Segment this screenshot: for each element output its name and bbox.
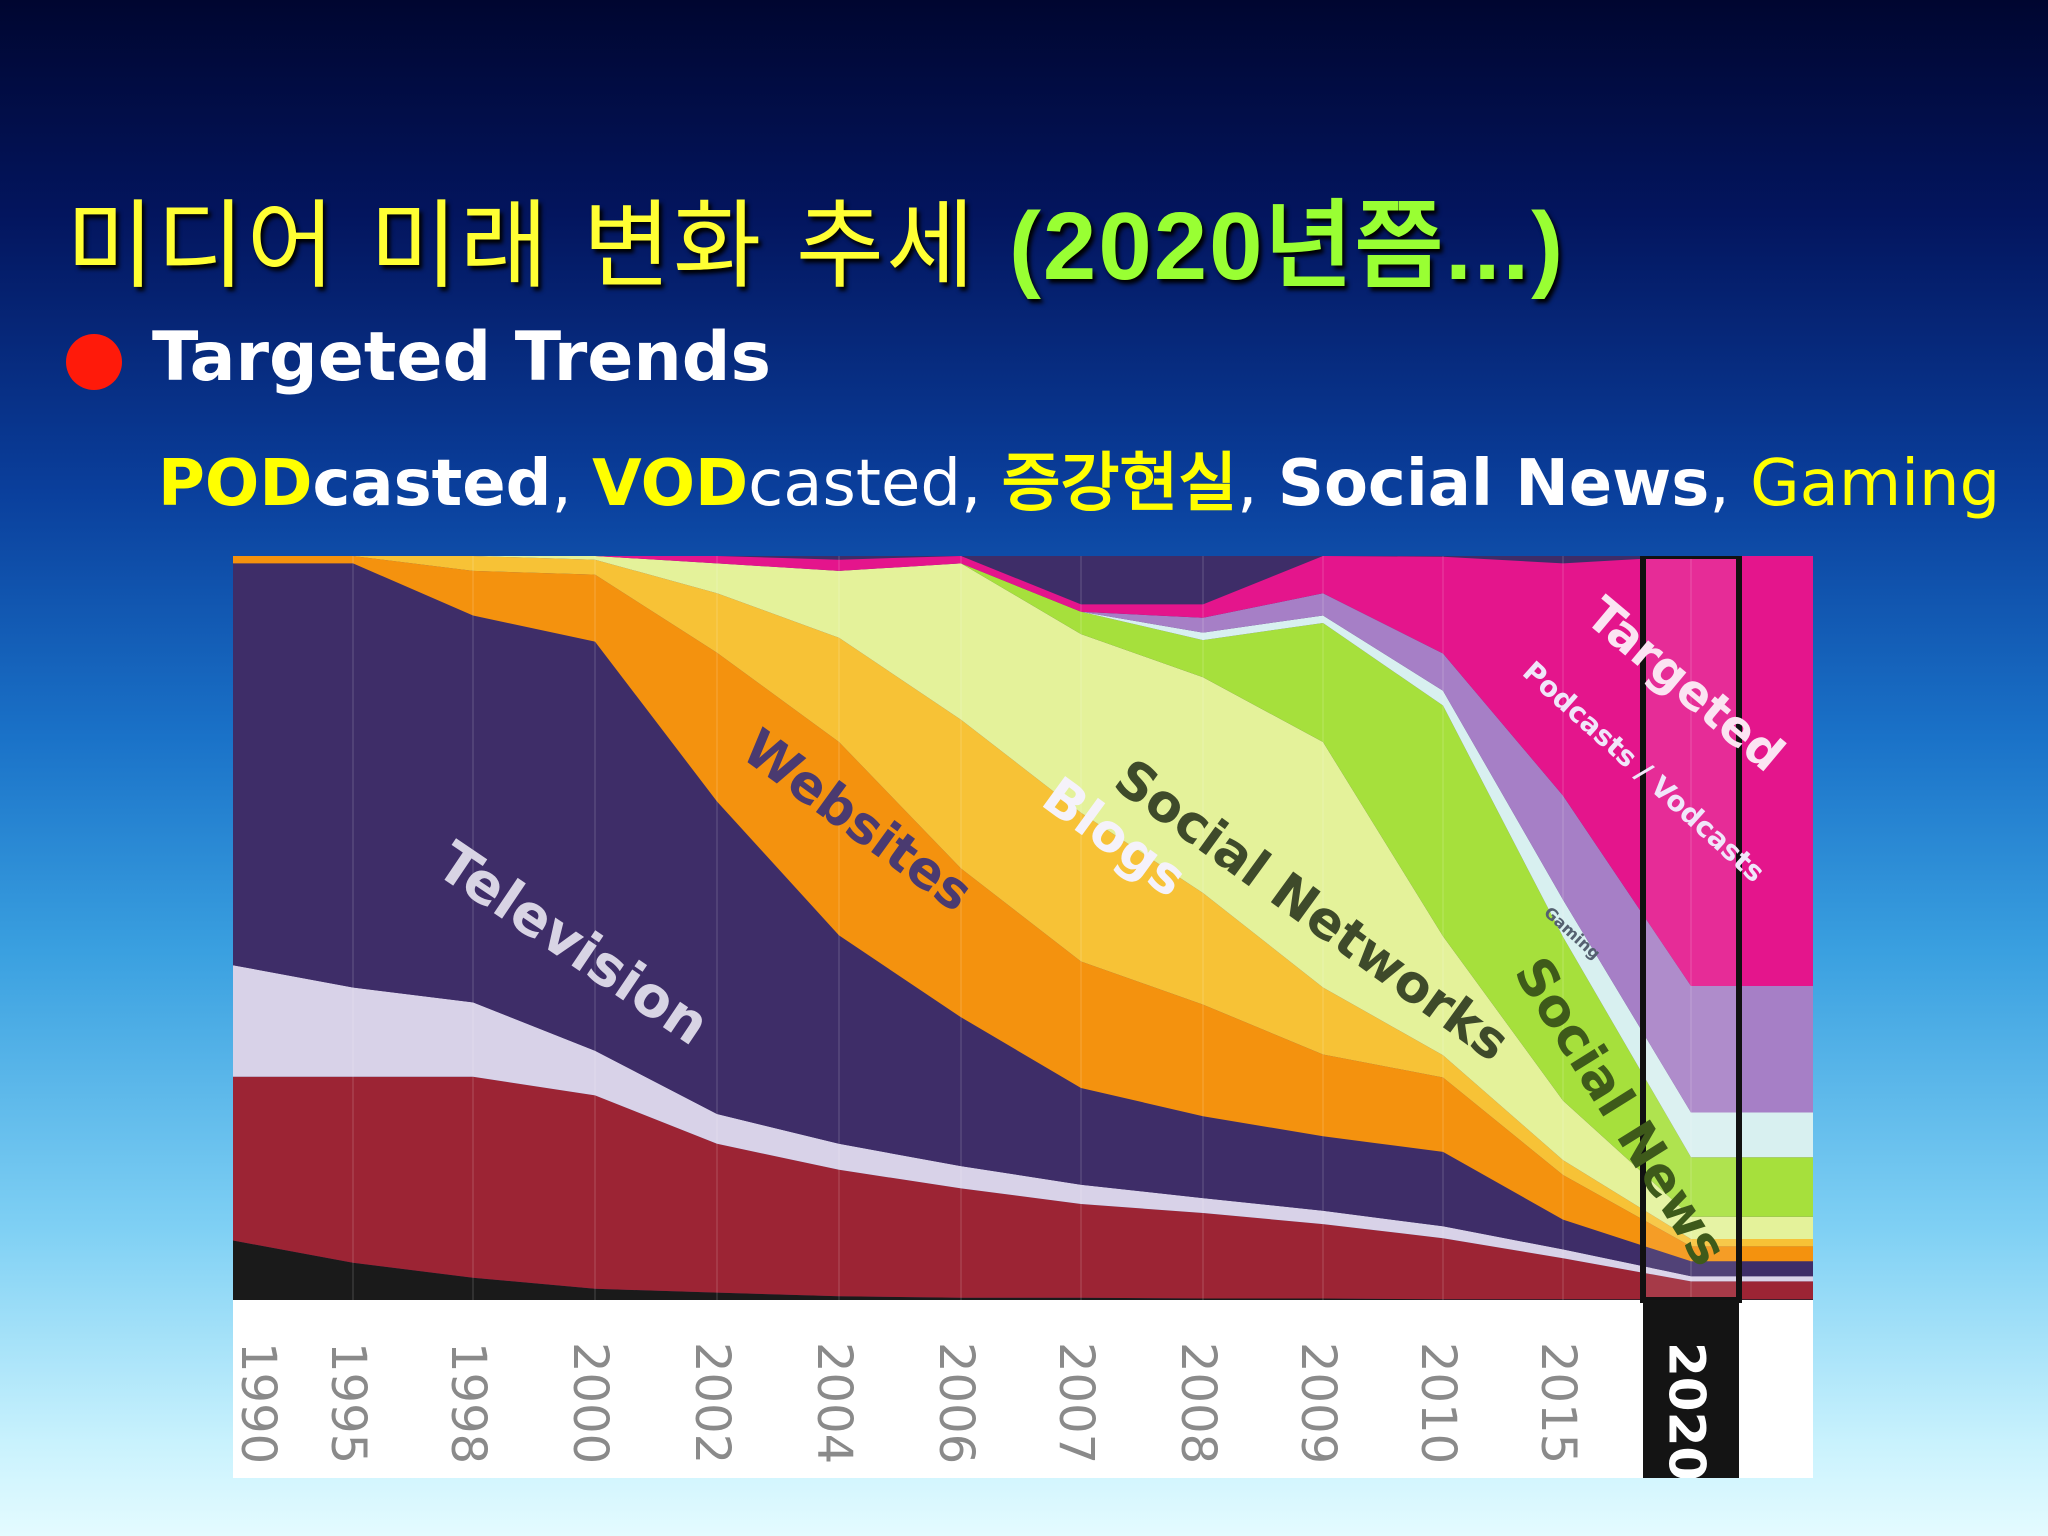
area-chart-svg: 1990 1995 1998 2000 2002 2004 2006 2007 2008 2009… <box>233 556 1813 1478</box>
x-tick-label: 2000 <box>562 1342 618 1464</box>
trend-pod-casted: casted <box>312 447 552 521</box>
trend-pod: POD <box>158 447 313 521</box>
media-trends-chart: 1990 1995 1998 2000 2002 2004 2006 2007 2008 2009… <box>233 556 1813 1478</box>
area-television <box>233 563 1813 1277</box>
trend-list: PODcasted, VODcasted, 증강현실, Social News,… <box>158 432 2000 524</box>
x-tick-label: 2008 <box>1170 1342 1226 1464</box>
x-tick-label: 2002 <box>684 1342 740 1464</box>
x-tick-label: 2015 <box>1530 1342 1586 1464</box>
x-tick-label: 2020 <box>1658 1342 1716 1478</box>
highlight-axis-block <box>1643 1300 1739 1478</box>
trend-gaming: Gaming <box>1750 447 2001 521</box>
area-targeted <box>233 556 1813 986</box>
highlight-column <box>1640 556 1742 1303</box>
area-social-networks <box>233 556 1813 1239</box>
slide-title-year: (2020년쯤...) <box>1008 193 1566 300</box>
area-band-0 <box>233 1240 1813 1300</box>
area-social-news <box>233 556 1813 1217</box>
slide-title-main: 미디어 미래 변화 추세 <box>66 190 1009 302</box>
bullet-dot-icon <box>66 334 122 390</box>
x-axis-band <box>233 1300 1813 1478</box>
trend-vod: VOD <box>592 447 749 521</box>
area-band-2 <box>233 965 1813 1282</box>
trend-sep: , <box>1237 447 1278 521</box>
trend-sep: , <box>551 447 593 521</box>
bullet-text: Targeted Trends <box>152 318 771 397</box>
trend-sep: , <box>1709 447 1751 521</box>
x-tick-label: 2009 <box>1290 1342 1346 1464</box>
trend-social-news: Social News <box>1277 447 1710 521</box>
slide-title: 미디어 미래 변화 추세 (2020년쯤...) <box>66 168 1565 307</box>
trend-ar: 증강현실 <box>1001 447 1238 521</box>
x-tick-label: 2006 <box>928 1342 984 1464</box>
x-tick-label: 2004 <box>806 1342 862 1464</box>
x-tick-label: 1990 <box>233 1342 286 1464</box>
x-tick-label: 2010 <box>1410 1342 1466 1464</box>
area-blogs <box>233 556 1813 1247</box>
x-tick-label: 1998 <box>440 1342 496 1464</box>
area-websites <box>233 556 1813 1262</box>
trend-vod-casted: casted <box>748 447 961 521</box>
area-band-1 <box>233 1076 1813 1300</box>
trend-sep: , <box>960 447 1002 521</box>
x-tick-label: 1995 <box>320 1342 376 1464</box>
x-tick-label: 2007 <box>1048 1342 1104 1464</box>
